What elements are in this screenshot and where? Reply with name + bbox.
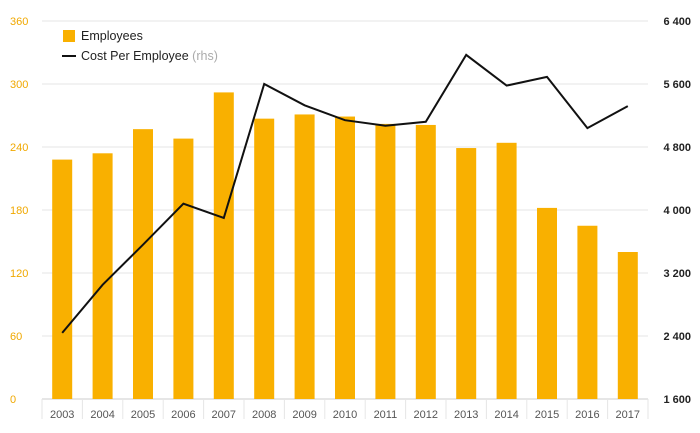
bar-2004 (92, 153, 113, 399)
bar-2005 (133, 129, 153, 399)
bar-2006 (173, 138, 194, 399)
right-tick-label: 4 000 (663, 205, 691, 217)
x-tick-label: 2009 (292, 409, 316, 421)
x-axis: 2003 2004 2005 2006 2007 2008 2009 2010 2011 2012… (41, 399, 649, 421)
legend-label-cost-name: Cost Per Employee (81, 49, 189, 63)
right-tick-label: 2 400 (663, 331, 691, 343)
bar-2011 (375, 123, 396, 400)
legend: Employees Cost Per Employee (rhs) (62, 29, 218, 63)
right-tick-label: 5 600 (663, 79, 691, 91)
line-layer (61, 53, 629, 334)
bar-2016 (577, 225, 598, 399)
right-axis: 1 600 2 400 3 200 4 000 4 800 5 600 6 400 (663, 16, 691, 406)
bar-2013 (456, 148, 477, 399)
left-tick-label: 0 (10, 394, 16, 406)
x-tick-label: 2016 (575, 409, 599, 421)
x-tick-label: 2005 (131, 409, 155, 421)
x-tick-label: 2012 (414, 409, 438, 421)
x-tick-label: 2013 (454, 409, 478, 421)
x-tick-label: 2004 (90, 409, 114, 421)
bar-2003 (52, 159, 73, 399)
cost-per-employee-line (61, 53, 629, 334)
left-tick-label: 60 (10, 331, 22, 343)
bar-2015 (537, 207, 557, 399)
bars (52, 92, 638, 400)
x-tick-label: 2003 (50, 409, 74, 421)
bar-2007 (213, 92, 234, 400)
bar-2017 (617, 252, 638, 399)
x-tick-label: 2011 (374, 409, 398, 421)
left-axis: 0 60 120 180 240 300 360 (10, 16, 28, 406)
left-tick-label: 360 (10, 16, 28, 28)
legend-label-rhs: (rhs) (192, 49, 218, 63)
x-tick-label: 2014 (494, 409, 518, 421)
bar-2008 (254, 118, 275, 400)
right-tick-label: 4 800 (663, 142, 691, 154)
left-tick-label: 240 (10, 142, 28, 154)
left-tick-label: 300 (10, 79, 28, 91)
x-tick-label: 2008 (252, 409, 276, 421)
x-tick-label: 2006 (171, 409, 195, 421)
legend-label-cost-per-employee: Cost Per Employee (rhs) (81, 49, 218, 63)
left-tick-label: 180 (10, 205, 28, 217)
right-tick-label: 3 200 (663, 268, 691, 280)
x-tick-label: 2010 (333, 409, 357, 421)
bar-2012 (415, 124, 436, 399)
left-tick-label: 120 (10, 268, 28, 280)
bar-2009 (294, 114, 315, 399)
legend-swatch-employees (63, 30, 75, 42)
right-tick-label: 1 600 (663, 394, 691, 406)
bar-2014 (496, 142, 517, 400)
right-tick-label: 6 400 (663, 16, 691, 28)
x-tick-label: 2007 (212, 409, 236, 421)
x-tick-label: 2017 (616, 409, 640, 421)
bar-2010 (335, 116, 355, 400)
x-tick-label: 2015 (535, 409, 559, 421)
legend-label-employees: Employees (81, 29, 143, 43)
